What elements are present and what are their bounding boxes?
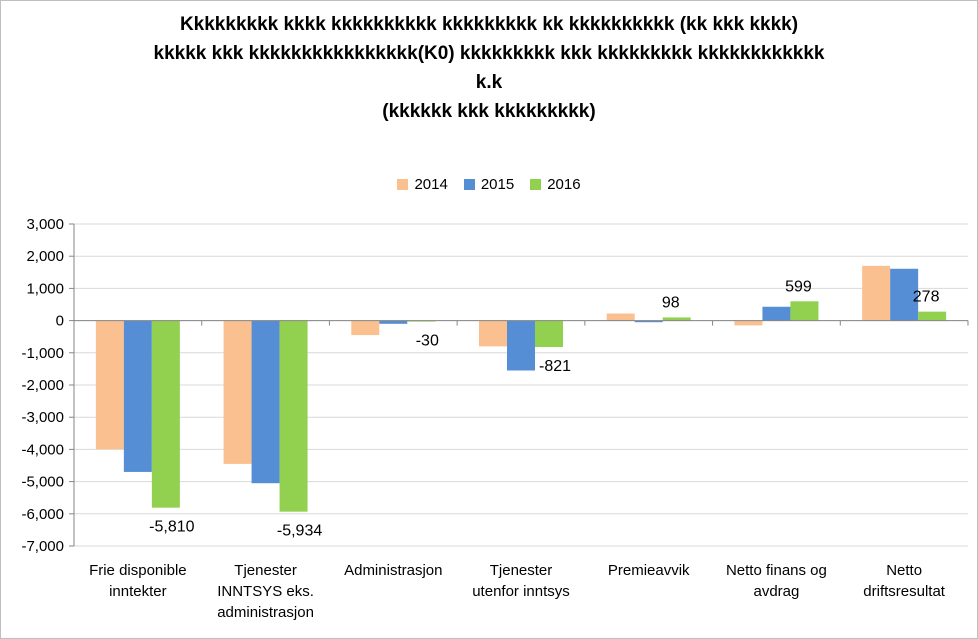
bar-2016: [662, 317, 691, 321]
legend: 2014 2015 2016: [0, 176, 978, 193]
y-tick-label: 3,000: [26, 216, 64, 233]
title-line-4: (kkkkkk kkk kkkkkkkkk): [382, 101, 596, 122]
category-label: utenfor inntsys: [472, 583, 570, 600]
bar-2015: [634, 320, 663, 323]
category-label: avdrag: [753, 583, 799, 600]
title-line-3: k.k: [475, 72, 503, 93]
category-label: Netto: [886, 562, 922, 579]
legend-label-2015: 2015: [480, 176, 515, 193]
category-label: Netto finans og: [726, 562, 827, 579]
bar-2016: [535, 320, 563, 348]
y-tick-label: 1,000: [26, 280, 64, 297]
bar-2016: [279, 320, 308, 512]
category-label: INNTSYS eks.: [217, 583, 314, 600]
category-label: Tjenester: [234, 562, 297, 579]
y-tick-label: -2,000: [21, 377, 64, 394]
y-tick-label: -3,000: [21, 409, 64, 426]
bar-2015: [379, 320, 408, 324]
bar-2015: [251, 320, 280, 484]
chart-title: Kkkkkkkkk kkkk kkkkkkkkkk kkkkkkkkk kk k…: [0, 10, 978, 126]
y-tick-label: -5,000: [21, 474, 64, 491]
data-label: -5,934: [277, 523, 322, 540]
data-label: 98: [662, 294, 680, 311]
data-label: -5,810: [149, 519, 194, 536]
y-tick-label: 2,000: [26, 248, 64, 265]
category-label: Administrasjon: [344, 562, 442, 579]
category-label: Frie disponible: [89, 562, 187, 579]
bar-2015: [890, 268, 919, 321]
bar-2014: [223, 320, 252, 464]
legend-item-2015: 2015: [463, 176, 515, 193]
title-line-1: Kkkkkkkkk kkkk kkkkkkkkkk kkkkkkkkk kk k…: [179, 14, 799, 35]
data-label: -821: [539, 358, 571, 375]
category-label: driftsresultat: [863, 583, 946, 600]
bar-2014: [479, 320, 507, 347]
bar-2014: [351, 320, 380, 336]
y-tick-label: -1,000: [21, 345, 64, 362]
category-label: administrasjon: [217, 604, 314, 621]
data-label: 599: [785, 278, 812, 295]
data-label: 278: [913, 289, 940, 306]
bar-2016: [918, 311, 947, 321]
legend-item-2016: 2016: [530, 176, 581, 193]
category-label: inntekter: [109, 583, 167, 600]
category-label: Tjenester: [490, 562, 553, 579]
data-label: -30: [416, 333, 439, 350]
bar-2016: [790, 301, 819, 321]
legend-item-2014: 2014: [397, 176, 448, 193]
bar-2014: [862, 265, 891, 321]
bar-2015: [123, 320, 152, 472]
legend-swatch-2016: [530, 179, 542, 190]
legend-swatch-2015: [463, 179, 475, 190]
y-tick-label: -4,000: [21, 441, 64, 458]
bar-2014: [734, 320, 763, 326]
bar-2015: [507, 320, 535, 371]
category-label: Premieavvik: [608, 562, 690, 579]
y-tick-label: -7,000: [21, 538, 64, 555]
bar-2015: [762, 306, 791, 321]
bar-2014: [95, 320, 124, 450]
title-line-2: kkkkk kkk kkkkkkkkkkkkkkkk(K0) kkkkkkkkk…: [153, 43, 825, 64]
legend-label-2016: 2016: [547, 176, 581, 193]
y-tick-label: 0: [56, 313, 64, 330]
legend-swatch-2014: [397, 179, 409, 190]
bar-2016: [151, 320, 180, 508]
legend-label-2014: 2014: [414, 176, 448, 193]
y-tick-label: -6,000: [21, 506, 64, 523]
bar-2014: [606, 313, 635, 321]
